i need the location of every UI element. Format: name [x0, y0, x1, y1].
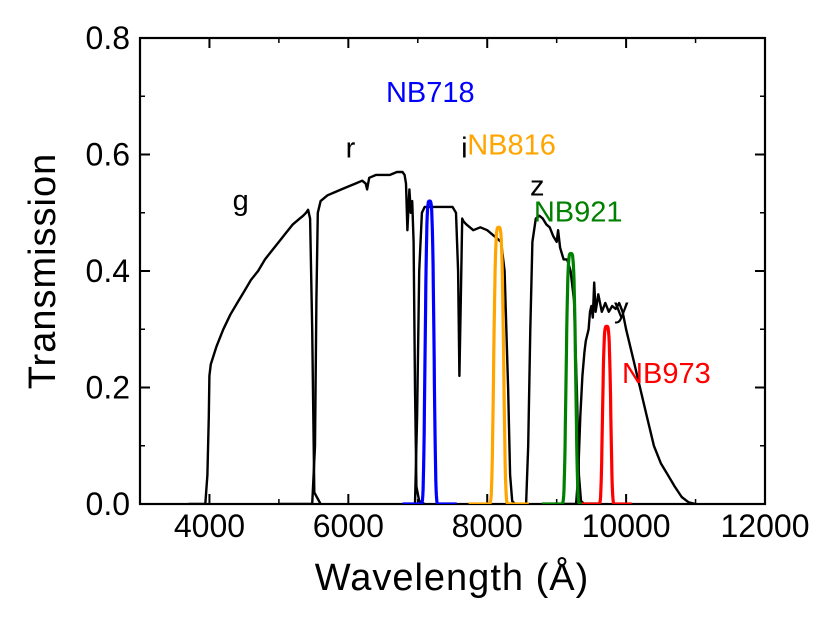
series-r-curve: [278, 170, 426, 504]
series-nb973-label: NB973: [622, 358, 711, 390]
series-nb973-curve: [580, 324, 633, 504]
series-y-curve: [556, 281, 696, 504]
series-nb718-curve: [401, 199, 458, 504]
series-y-label: y: [614, 293, 629, 325]
y-tick-label: 0.0: [86, 486, 130, 522]
x-axis-label: Wavelength (Å): [315, 555, 589, 599]
series-g-curve: [188, 208, 322, 504]
series-nb816-curve: [467, 225, 531, 504]
series-nb921-label: NB921: [534, 196, 623, 228]
y-tick-label: 0.2: [86, 370, 130, 406]
x-tick-label: 4000: [174, 508, 245, 544]
series-nb816-label: NB816: [467, 130, 556, 162]
series-i-label: i: [461, 132, 467, 164]
y-axis-label: Transmission: [22, 153, 64, 390]
x-tick-label: 10000: [582, 508, 671, 544]
x-tick-label: 8000: [452, 508, 523, 544]
series-z-label: z: [530, 170, 545, 202]
series-nb921-curve: [540, 251, 602, 504]
series-g-label: g: [233, 185, 249, 217]
y-tick-label: 0.8: [86, 20, 130, 56]
series-r-label: r: [346, 132, 356, 164]
series-i-curve: [403, 205, 516, 504]
x-tick-label: 12000: [721, 508, 810, 544]
x-tick-label: 6000: [313, 508, 384, 544]
y-tick-label: 0.6: [86, 137, 130, 173]
y-tick-label: 0.4: [86, 253, 130, 289]
series-nb718-label: NB718: [386, 77, 475, 109]
